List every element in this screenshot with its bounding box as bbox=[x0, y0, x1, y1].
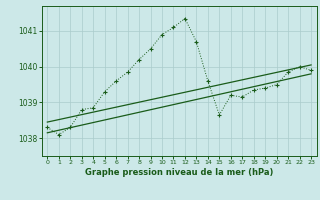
X-axis label: Graphe pression niveau de la mer (hPa): Graphe pression niveau de la mer (hPa) bbox=[85, 168, 273, 177]
